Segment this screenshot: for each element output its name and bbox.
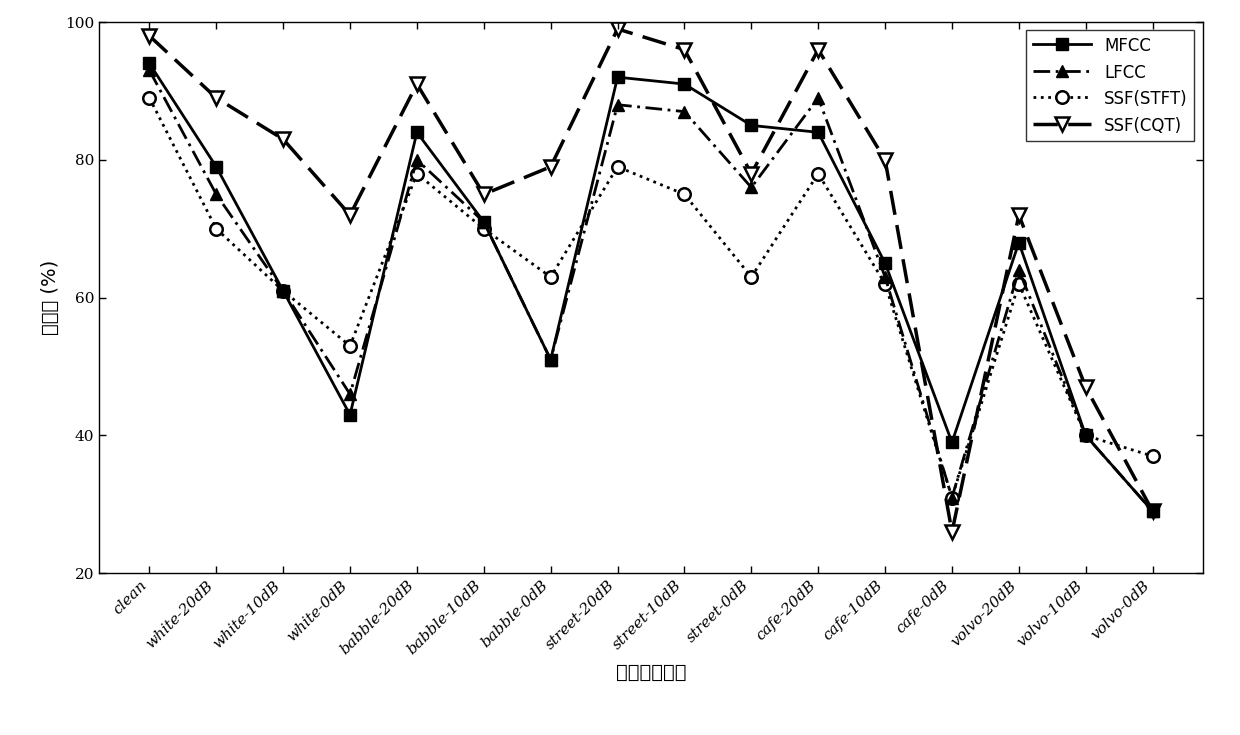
SSF(STFT) bbox=[1079, 431, 1094, 440]
LFCC bbox=[744, 183, 759, 192]
SSF(STFT) bbox=[677, 190, 692, 198]
SSF(CQT) bbox=[744, 169, 759, 178]
SSF(CQT) bbox=[1079, 383, 1094, 392]
X-axis label: 不同的测试集: 不同的测试集 bbox=[616, 663, 686, 682]
LFCC bbox=[878, 273, 893, 282]
SSF(CQT) bbox=[1012, 210, 1027, 219]
SSF(STFT) bbox=[1146, 452, 1161, 461]
MFCC bbox=[811, 128, 826, 137]
SSF(CQT) bbox=[208, 93, 223, 102]
MFCC bbox=[409, 128, 424, 137]
SSF(STFT) bbox=[811, 169, 826, 178]
LFCC bbox=[677, 107, 692, 116]
SSF(CQT) bbox=[878, 156, 893, 165]
SSF(CQT) bbox=[476, 190, 491, 198]
MFCC bbox=[677, 79, 692, 88]
SSF(STFT) bbox=[610, 162, 625, 171]
MFCC bbox=[610, 73, 625, 82]
MFCC bbox=[1012, 238, 1027, 247]
SSF(STFT) bbox=[744, 273, 759, 282]
LFCC bbox=[610, 100, 625, 109]
SSF(STFT) bbox=[1012, 279, 1027, 288]
SSF(STFT) bbox=[476, 224, 491, 233]
LFCC bbox=[409, 156, 424, 165]
LFCC bbox=[141, 66, 156, 75]
MFCC bbox=[208, 162, 223, 171]
LFCC bbox=[1012, 266, 1027, 275]
SSF(CQT) bbox=[677, 46, 692, 54]
SSF(CQT) bbox=[945, 528, 960, 537]
Legend: MFCC, LFCC, SSF(STFT), SSF(CQT): MFCC, LFCC, SSF(STFT), SSF(CQT) bbox=[1025, 30, 1194, 141]
SSF(STFT) bbox=[945, 493, 960, 502]
SSF(CQT) bbox=[1146, 507, 1161, 516]
Y-axis label: 识别率 (%): 识别率 (%) bbox=[41, 260, 60, 335]
SSF(STFT) bbox=[275, 287, 290, 295]
LFCC bbox=[1146, 507, 1161, 516]
SSF(CQT) bbox=[275, 135, 290, 143]
SSF(STFT) bbox=[878, 279, 893, 288]
Line: SSF(STFT): SSF(STFT) bbox=[143, 92, 1159, 503]
MFCC bbox=[476, 218, 491, 226]
SSF(STFT) bbox=[543, 273, 558, 282]
SSF(CQT) bbox=[610, 24, 625, 33]
MFCC bbox=[744, 121, 759, 130]
MFCC bbox=[1079, 431, 1094, 440]
MFCC bbox=[275, 287, 290, 295]
SSF(STFT) bbox=[409, 169, 424, 178]
LFCC bbox=[811, 93, 826, 102]
MFCC bbox=[543, 355, 558, 364]
LFCC bbox=[208, 190, 223, 198]
LFCC bbox=[275, 287, 290, 295]
SSF(CQT) bbox=[342, 210, 357, 219]
LFCC bbox=[543, 355, 558, 364]
LFCC bbox=[342, 390, 357, 398]
SSF(STFT) bbox=[208, 224, 223, 233]
MFCC bbox=[141, 59, 156, 68]
MFCC bbox=[342, 410, 357, 419]
MFCC bbox=[1146, 507, 1161, 516]
LFCC bbox=[476, 218, 491, 226]
LFCC bbox=[945, 493, 960, 502]
SSF(CQT) bbox=[543, 162, 558, 171]
SSF(CQT) bbox=[141, 32, 156, 40]
SSF(CQT) bbox=[409, 79, 424, 88]
SSF(STFT) bbox=[141, 93, 156, 102]
Line: SSF(CQT): SSF(CQT) bbox=[143, 22, 1159, 539]
Line: LFCC: LFCC bbox=[143, 64, 1159, 517]
MFCC bbox=[878, 259, 893, 268]
Line: MFCC: MFCC bbox=[144, 58, 1158, 517]
SSF(STFT) bbox=[342, 342, 357, 351]
MFCC bbox=[945, 438, 960, 447]
SSF(CQT) bbox=[811, 46, 826, 54]
LFCC bbox=[1079, 431, 1094, 440]
